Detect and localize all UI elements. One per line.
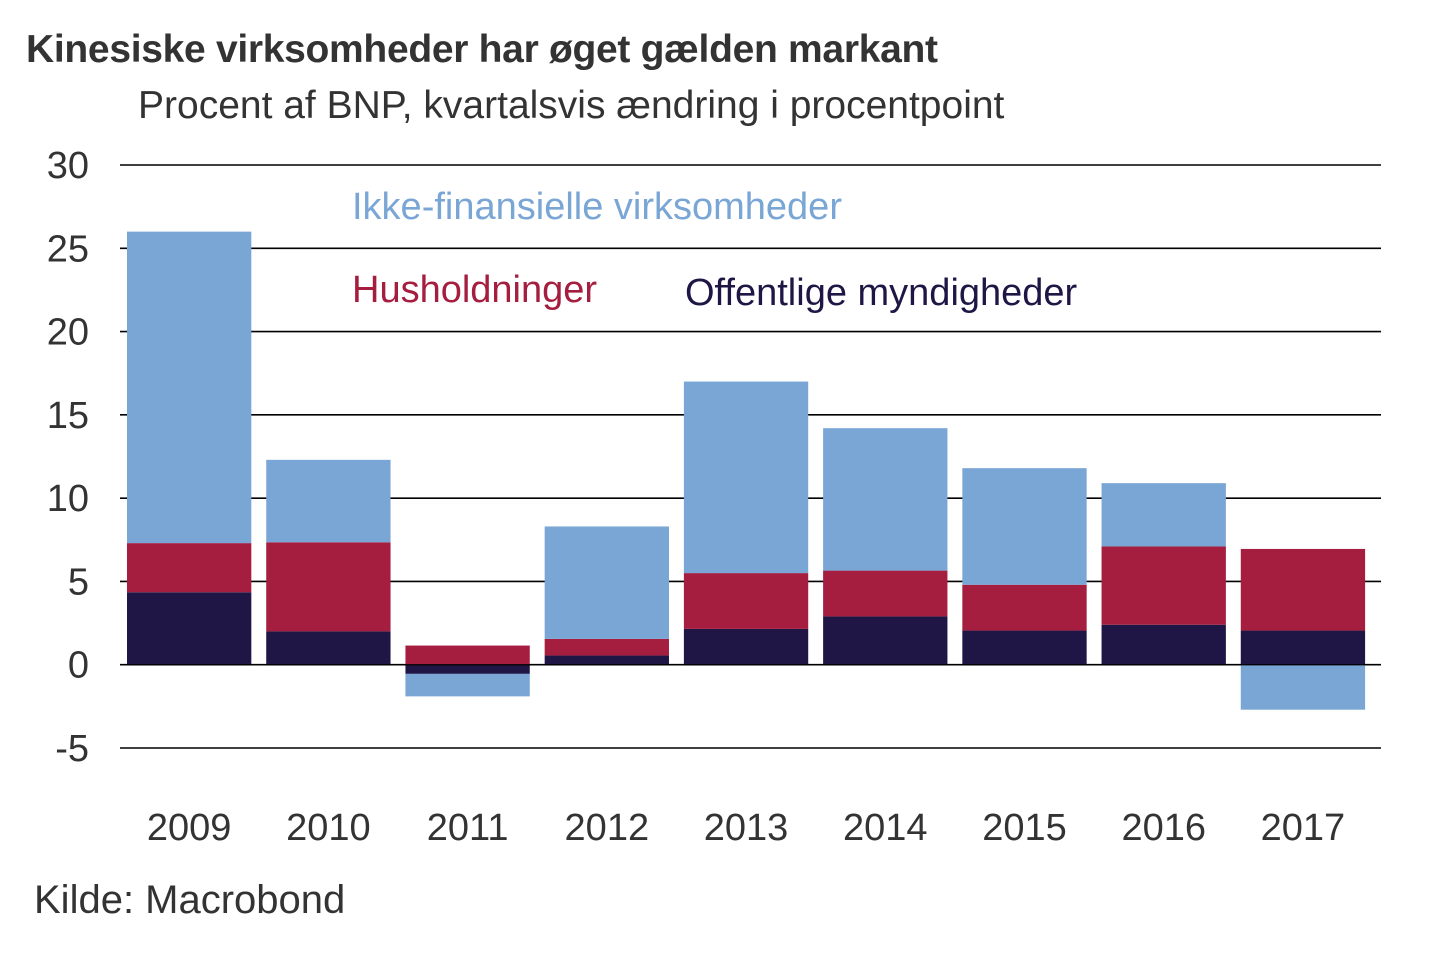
x-tick-label-2011: 2011 <box>427 807 509 849</box>
bar-segment-2009-ikke-finansielle-virksomheder <box>127 231 252 544</box>
bar-segment-2009-offentlige-myndigheder <box>127 592 252 665</box>
bar-segment-2014-ikke-finansielle-virksomheder <box>823 428 948 571</box>
bar-segment-2011-husholdninger <box>405 645 530 665</box>
bar-segment-2012-husholdninger <box>544 638 669 656</box>
bar-segment-2017-ikke-finansielle-virksomheder <box>1240 664 1366 710</box>
bar-segment-2012-offentlige-myndigheder <box>544 655 669 665</box>
y-tick-label: 5 <box>68 561 89 603</box>
legend: Ikke-finansielle virksomheder Husholdnin… <box>352 186 1078 314</box>
bar-segment-2010-offentlige-myndigheder <box>266 631 391 665</box>
bar-segment-2013-ikke-finansielle-virksomheder <box>683 381 809 574</box>
y-tick-label: -5 <box>55 728 89 770</box>
y-axis-tick-labels: 30 25 20 15 10 5 0 -5 <box>47 145 89 770</box>
bar-segment-2011-offentlige-myndigheder <box>405 664 530 674</box>
chart-subtitle: Procent af BNP, kvartalsvis ændring i pr… <box>138 84 1005 127</box>
legend-ikke-finansielle: Ikke-finansielle virksomheder <box>352 186 842 228</box>
x-tick-label-2015: 2015 <box>982 807 1067 849</box>
legend-husholdninger: Husholdninger <box>352 269 597 311</box>
bars <box>120 231 1381 710</box>
x-tick-label-2012: 2012 <box>565 807 650 849</box>
bar-segment-2013-husholdninger <box>683 573 809 629</box>
bar-segment-2014-offentlige-myndigheder <box>823 616 948 665</box>
x-axis-tick-labels: 2009 2010 2011 2012 2013 2014 2015 2016 2017 <box>147 807 1345 849</box>
y-tick-label: 30 <box>47 145 89 187</box>
bar-segment-2013-offentlige-myndigheder <box>683 628 809 665</box>
x-tick-label-2016: 2016 <box>1121 807 1206 849</box>
x-tick-label-2013: 2013 <box>704 807 789 849</box>
source-note: Kilde: Macrobond <box>34 878 346 922</box>
bar-segment-2016-husholdninger <box>1101 546 1226 625</box>
x-tick-label-2010: 2010 <box>286 807 371 849</box>
y-tick-label: 15 <box>47 395 89 437</box>
y-tick-label: 0 <box>68 645 89 687</box>
bar-segment-2010-ikke-finansielle-virksomheder <box>266 459 391 543</box>
y-tick-label: 20 <box>47 312 89 354</box>
bar-segment-2017-husholdninger <box>1240 548 1366 631</box>
bar-segment-2010-husholdninger <box>266 542 391 632</box>
bar-segment-2012-ikke-finansielle-virksomheder <box>544 526 669 639</box>
x-tick-label-2009: 2009 <box>147 807 232 849</box>
bar-segment-2009-husholdninger <box>127 543 252 593</box>
x-tick-label-2014: 2014 <box>843 807 928 849</box>
x-tick-label-2017: 2017 <box>1261 807 1346 849</box>
bar-segment-2016-ikke-finansielle-virksomheder <box>1101 483 1226 547</box>
bar-segment-2011-ikke-finansielle-virksomheder <box>405 673 530 697</box>
bar-segment-2017-offentlige-myndigheder <box>1240 630 1366 665</box>
bar-segment-2014-husholdninger <box>823 570 948 617</box>
chart-title: Kinesiske virksomheder har øget gælden m… <box>26 28 938 71</box>
legend-offentlige: Offentlige myndigheder <box>685 272 1078 314</box>
y-tick-label: 25 <box>47 228 89 270</box>
bar-segment-2015-ikke-finansielle-virksomheder <box>962 468 1087 585</box>
bar-segment-2016-offentlige-myndigheder <box>1101 624 1226 665</box>
y-tick-label: 10 <box>47 478 89 520</box>
bar-segment-2015-offentlige-myndigheder <box>962 630 1087 665</box>
bar-segment-2015-husholdninger <box>962 584 1087 631</box>
